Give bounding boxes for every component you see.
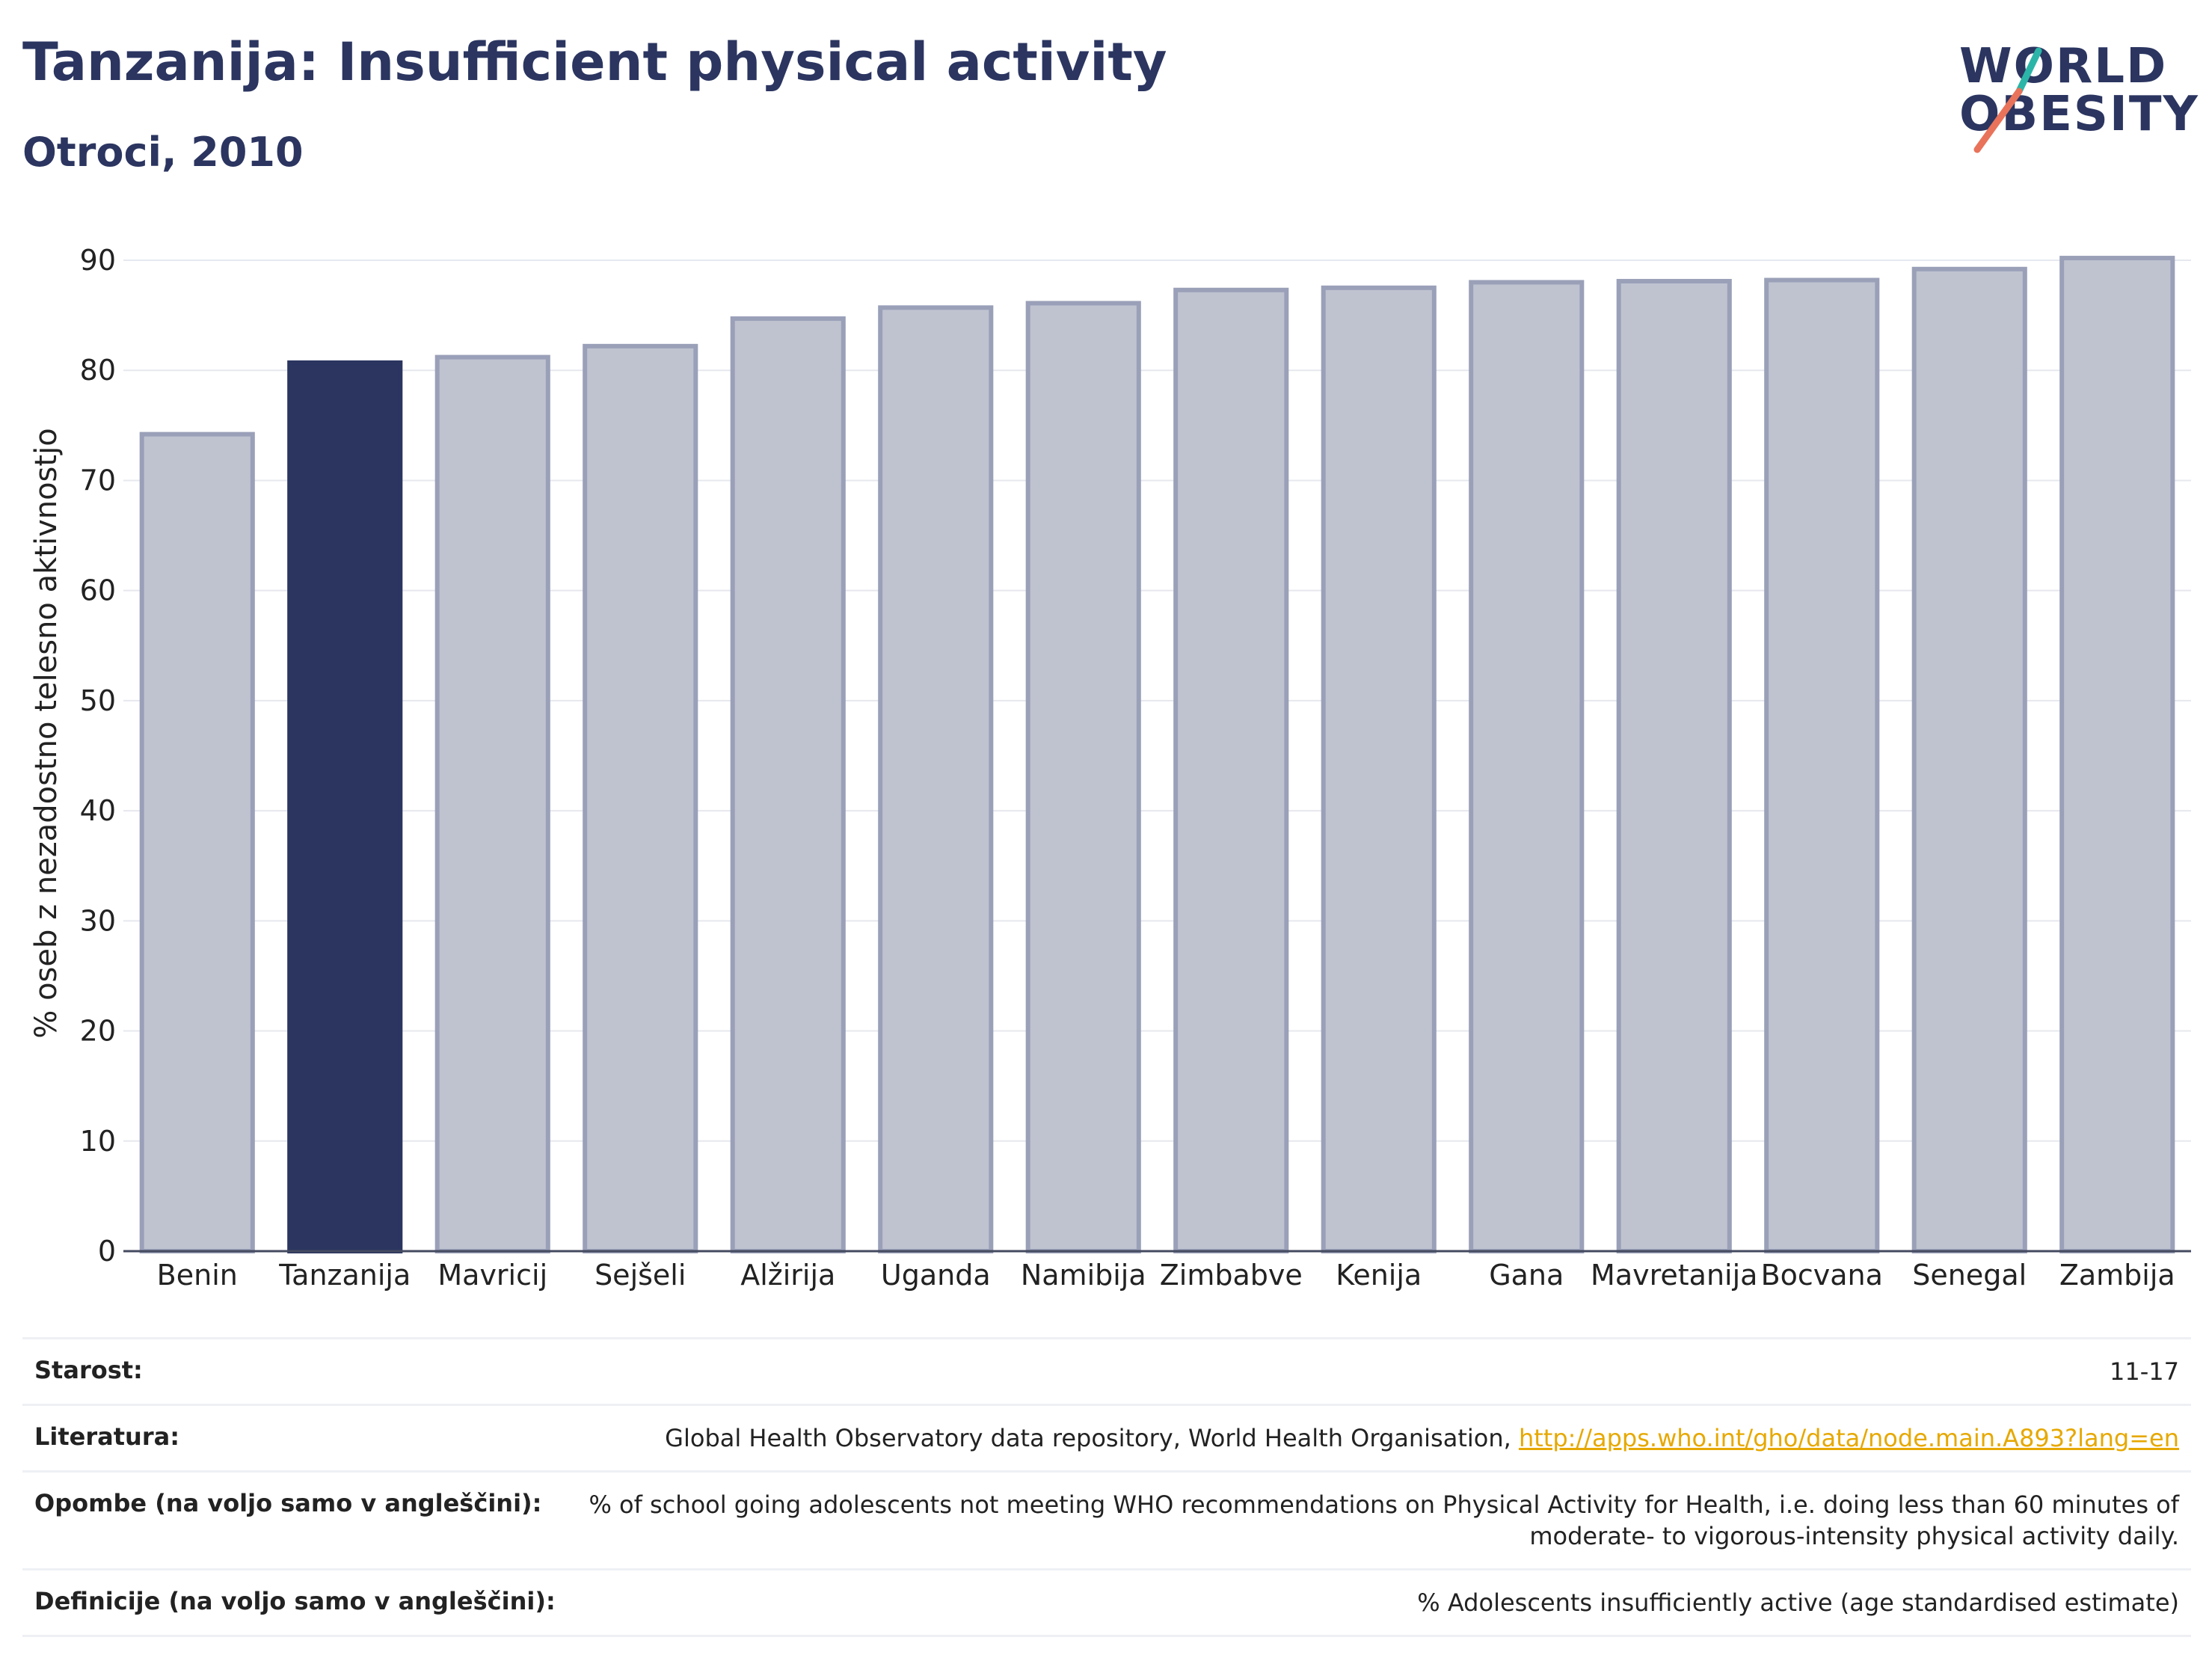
chart-gridlines <box>123 260 2191 1142</box>
x-category-label: Mavricij <box>437 1259 547 1292</box>
y-tick-label: 40 <box>80 794 116 827</box>
y-axis-title: % oseb z nezadostno telesno aktivnostjo <box>29 428 64 1038</box>
bar-mavricij <box>434 354 550 1254</box>
info-table: Starost: 11-17 Literatura: Global Health Ob… <box>22 1337 2191 1637</box>
info-value-text: % of school going adolescents not meetin… <box>589 1490 2179 1550</box>
bar-tanzanija <box>287 360 403 1254</box>
y-tick-label: 20 <box>80 1015 116 1048</box>
info-row: Definicije (na voljo samo v angleščini):… <box>22 1568 2191 1637</box>
y-tick-label: 50 <box>80 684 116 717</box>
chart-title: Tanzanija: Insufficient physical activit… <box>22 31 1167 93</box>
x-category-label: Bocvana <box>1761 1259 1883 1292</box>
logo-slash-icon <box>1973 47 2042 153</box>
bar-gana <box>1469 280 1585 1253</box>
y-tick-label: 0 <box>98 1235 116 1268</box>
info-value: 11-17 <box>2110 1356 2179 1387</box>
y-tick-label: 90 <box>80 244 116 277</box>
info-label: Literatura: <box>34 1422 179 1451</box>
x-axis-labels: Benin Tanzanija Mavricij Sejšeli Alžirija Uga… <box>157 1259 2175 1292</box>
x-category-label: Zambija <box>2059 1259 2175 1292</box>
bar-namibija <box>1025 301 1141 1254</box>
bar-uganda <box>878 305 994 1254</box>
info-row: Literatura: Global Health Observatory dat… <box>22 1404 2191 1470</box>
info-value: % Adolescents insufficiently active (age… <box>1417 1587 2179 1618</box>
chart-bars <box>139 256 2175 1254</box>
info-row: Opombe (na voljo samo v angleščini): % of… <box>22 1470 2191 1568</box>
x-category-label: Benin <box>157 1259 238 1292</box>
info-label: Definicije (na voljo samo v angleščini): <box>34 1587 556 1615</box>
y-tick-label: 80 <box>80 354 116 387</box>
x-category-label: Alžirija <box>740 1259 835 1292</box>
bar-zambija <box>2059 256 2175 1254</box>
info-label: Starost: <box>34 1356 143 1384</box>
x-category-label: Zimbabve <box>1160 1259 1303 1292</box>
bar-mavretanija <box>1616 278 1732 1254</box>
bar-bocvana <box>1764 277 1880 1253</box>
y-tick-label: 70 <box>80 464 116 497</box>
logo-line-1: WORLD <box>1959 39 2168 94</box>
x-category-label: Senegal <box>1912 1259 2027 1292</box>
chart-subtitle: Otroci, 2010 <box>22 129 304 176</box>
world-obesity-logo: WORLD OBESITY <box>1944 22 2199 157</box>
info-value-text: Global Health Observatory data repositor… <box>665 1424 1519 1452</box>
info-value: % of school going adolescents not meetin… <box>571 1489 2179 1552</box>
x-category-label: Uganda <box>881 1259 991 1292</box>
source-link[interactable]: http://apps.who.int/gho/data/node.main.A… <box>1518 1424 2179 1452</box>
info-value-text: % Adolescents insufficiently active (age… <box>1417 1588 2179 1617</box>
bar-benin <box>139 432 255 1254</box>
x-category-label: Sejšeli <box>595 1259 686 1292</box>
info-label: Opombe (na voljo samo v angleščini): <box>34 1489 542 1517</box>
bar-chart: 0 10 20 30 40 50 60 70 80 90 Benin Tanzanija Mavric… <box>29 244 2191 1292</box>
y-axis-ticks: 0 10 20 30 40 50 60 70 80 90 <box>80 244 116 1268</box>
info-value-text: 11-17 <box>2110 1357 2179 1386</box>
x-category-label: Namibija <box>1021 1259 1146 1292</box>
y-tick-label: 30 <box>80 904 116 937</box>
x-category-label: Mavretanija <box>1591 1259 1757 1292</box>
bar-sejšeli <box>583 343 698 1253</box>
info-value: Global Health Observatory data repositor… <box>665 1422 2179 1454</box>
bar-alžirija <box>730 316 846 1253</box>
bar-senegal <box>1911 266 2027 1253</box>
y-tick-label: 60 <box>80 574 116 607</box>
y-tick-label: 10 <box>80 1125 116 1158</box>
x-category-label: Gana <box>1489 1259 1564 1292</box>
bar-kenija <box>1321 285 1437 1254</box>
info-row: Starost: 11-17 <box>22 1337 2191 1404</box>
x-category-label: Tanzanija <box>278 1259 411 1292</box>
x-category-label: Kenija <box>1336 1259 1422 1292</box>
bar-zimbabve <box>1173 287 1289 1253</box>
